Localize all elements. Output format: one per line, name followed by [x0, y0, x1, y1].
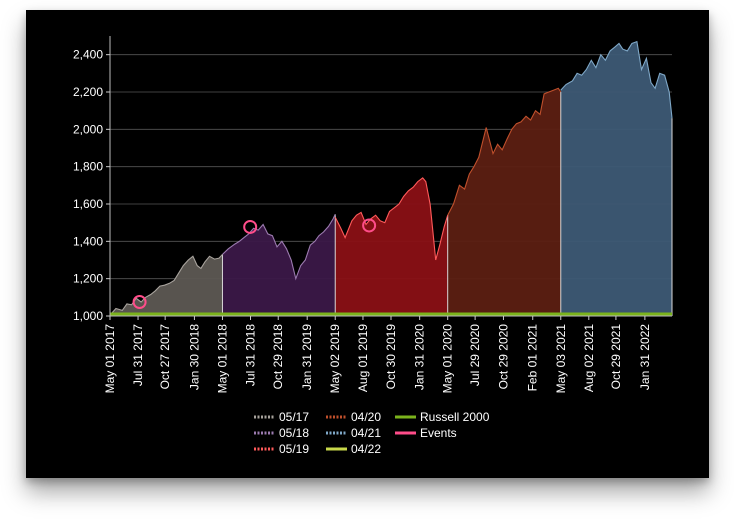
event-marker: [132, 295, 147, 309]
area-04-21: [560, 41, 672, 316]
x-tick-label: May 01 2017: [103, 324, 117, 394]
x-tick-label: May 01 2018: [215, 324, 229, 394]
event-marker: [362, 218, 377, 233]
event-markers: [132, 218, 377, 309]
y-tick-label: 2,400: [73, 48, 103, 62]
legend-label: Russell 2000: [420, 410, 490, 424]
y-tick-label: 1,600: [73, 197, 103, 211]
x-tick-label: Oct 30 2019: [384, 324, 398, 390]
legend-label: Events: [420, 426, 457, 440]
x-tick-label: Jan 31 2019: [300, 324, 314, 390]
period-dividers: [221, 92, 673, 316]
line-05-19: [334, 177, 449, 261]
x-tick-label: May 02 2019: [328, 324, 342, 394]
x-tick-label: Jan 31 2020: [413, 324, 427, 390]
x-tick-label: Jul 29 2020: [468, 324, 482, 386]
line-04-21: [560, 40, 673, 119]
y-axis-ticks: 1,000 1,200 1,400 1,600 1,800 2,000 2,200 2,400: [73, 48, 110, 323]
chart-card: 1,000 1,200 1,400 1,600 1,800 2,000 2,200 2,400…: [26, 10, 709, 478]
series-lines: [109, 40, 673, 316]
legend-label: 05/17: [279, 410, 309, 424]
area-05-18: [222, 214, 336, 316]
legend-label: 05/18: [279, 426, 309, 440]
area-04-20: [447, 88, 561, 316]
x-tick-label: Jan 30 2018: [187, 324, 201, 390]
x-tick-label: Oct 29 2020: [496, 324, 510, 390]
x-tick-label: Jul 31 2018: [244, 324, 258, 386]
x-tick-label: Jul 31 2017: [131, 324, 145, 386]
legend-label: 04/20: [351, 410, 381, 424]
y-tick-label: 1,200: [73, 272, 103, 286]
event-marker: [243, 219, 258, 234]
x-axis-ticks: May 01 2017 Jul 31 2017 Oct 27 2017 Jan 30 …: [103, 316, 652, 393]
series-areas: [110, 41, 672, 316]
x-tick-label: Oct 29 2021: [609, 324, 623, 390]
x-tick-label: Oct 29 2018: [271, 324, 285, 390]
line-05-18: [222, 214, 336, 281]
x-tick-label: Aug 02 2021: [582, 324, 596, 392]
y-tick-label: 2,000: [73, 122, 103, 136]
legend-label: 04/22: [351, 442, 381, 456]
y-tick-label: 1,800: [73, 160, 103, 174]
legend-label: 04/21: [351, 426, 381, 440]
y-tick-label: 1,400: [73, 234, 103, 248]
area-05-19: [335, 177, 448, 316]
x-tick-label: Feb 01 2021: [526, 324, 540, 392]
chart-legend: 05/17 05/18 05/19 04/20 04/21 04/22 Russell 20…: [254, 410, 490, 456]
x-tick-label: Jan 31 2022: [638, 324, 652, 390]
line-05-17: [109, 254, 223, 316]
x-tick-label: Aug 01 2019: [356, 324, 370, 392]
area-05-17: [110, 254, 223, 316]
x-tick-label: May 03 2021: [554, 324, 568, 394]
line-04-20: [447, 87, 562, 216]
y-tick-label: 2,200: [73, 85, 103, 99]
legend-label: 05/19: [279, 442, 309, 456]
x-tick-label: Oct 27 2017: [158, 324, 172, 390]
x-tick-label: May 01 2020: [441, 324, 455, 394]
area-chart: 1,000 1,200 1,400 1,600 1,800 2,000 2,200 2,400…: [73, 36, 673, 456]
y-tick-label: 1,000: [73, 309, 103, 323]
